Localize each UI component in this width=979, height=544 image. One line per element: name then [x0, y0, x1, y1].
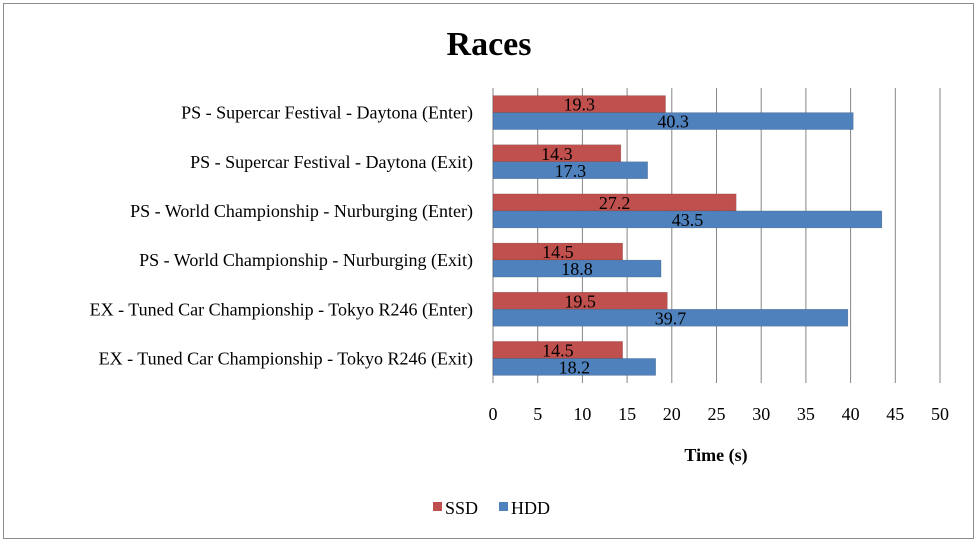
x-tick-10: 10 [573, 404, 591, 424]
x-tick-45: 45 [886, 404, 904, 424]
data-label-hdd-2: 43.5 [672, 210, 704, 230]
x-tick-50: 50 [931, 404, 949, 424]
data-label-hdd-1: 17.3 [555, 161, 587, 181]
data-label-ssd-2: 27.2 [599, 193, 631, 213]
bar-hdd-3 [492, 259, 662, 278]
bar-ssd-3 [492, 242, 623, 261]
category-labels: PS - Supercar Festival - Daytona (Enter)… [90, 103, 473, 370]
legend: SSD HDD [433, 498, 550, 518]
x-tick-40: 40 [842, 404, 860, 424]
chart-title: Races [447, 26, 532, 63]
data-label-hdd-5: 18.2 [559, 357, 591, 377]
bar-hdd-4 [492, 309, 849, 327]
x-tick-15: 15 [618, 404, 636, 424]
category-label-1: PS - Supercar Festival - Daytona (Exit) [190, 152, 473, 173]
data-label-hdd-0: 40.3 [657, 112, 689, 132]
legend-swatch-ssd [433, 502, 442, 511]
x-tick-25: 25 [708, 404, 726, 424]
x-axis-ticks: 0 5 10 15 20 25 30 35 40 45 50 [489, 404, 950, 424]
legend-swatch-hdd [499, 502, 508, 511]
x-axis-label: Time (s) [684, 445, 747, 466]
data-label-hdd-4: 39.7 [655, 308, 687, 328]
category-label-2: PS - World Championship - Nurburging (En… [130, 201, 473, 222]
legend-label-ssd: SSD [445, 498, 478, 518]
x-tick-20: 20 [663, 404, 681, 424]
category-label-5: EX - Tuned Car Championship - Tokyo R246… [99, 348, 473, 369]
category-label-4: EX - Tuned Car Championship - Tokyo R246… [90, 299, 473, 320]
x-tick-5: 5 [533, 404, 542, 424]
x-tick-0: 0 [489, 404, 498, 424]
bar-hdd-0 [492, 112, 854, 130]
chart-grid [492, 88, 941, 383]
bar-hdd-1 [492, 161, 648, 179]
chart-bars [492, 95, 883, 376]
data-label-ssd-3: 14.5 [542, 242, 574, 262]
category-label-3: PS - World Championship - Nurburging (Ex… [139, 250, 473, 271]
data-label-ssd-0: 19.3 [564, 95, 596, 115]
data-label-ssd-1: 14.3 [541, 144, 573, 164]
bar-hdd-2 [492, 210, 883, 229]
data-label-ssd-5: 14.5 [542, 340, 574, 360]
data-label-hdd-3: 18.8 [561, 259, 593, 279]
x-tick-35: 35 [797, 404, 815, 424]
legend-label-hdd: HDD [511, 498, 550, 518]
data-label-ssd-4: 19.5 [564, 291, 596, 311]
bar-hdd-5 [492, 358, 656, 376]
chart-data-labels: 19.340.314.317.327.243.514.518.819.539.7… [541, 95, 703, 378]
x-tick-30: 30 [752, 404, 770, 424]
chart-frame [3, 3, 974, 539]
category-label-0: PS - Supercar Festival - Daytona (Enter) [181, 103, 473, 124]
